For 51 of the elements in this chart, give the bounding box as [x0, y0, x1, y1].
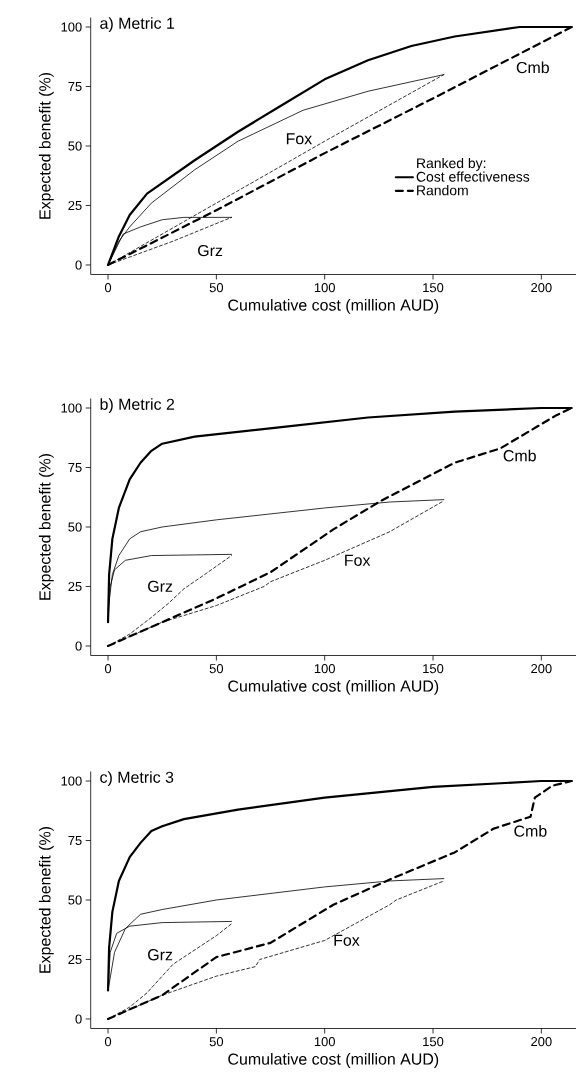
x-tick-label: 50: [209, 1037, 224, 1047]
y-tick-label: 25: [68, 200, 82, 211]
y-tick-label: 50: [68, 895, 82, 905]
x-tick-label: 100: [314, 283, 335, 293]
annotation: Cmb: [514, 825, 547, 837]
annotation: Cmb: [503, 449, 536, 462]
y-tick-label: 75: [68, 462, 82, 473]
y-tick-label: 0: [75, 1014, 82, 1024]
y-tick-label: 50: [68, 522, 82, 532]
annotation: Grz: [148, 580, 173, 593]
y-axis-title: Expected benefit (%): [38, 454, 54, 600]
x-tick-label: 0: [104, 283, 112, 293]
chart-title: a) Metric 1: [100, 17, 175, 33]
x-tick-label: 200: [531, 283, 552, 293]
y-tick-label: 100: [61, 22, 82, 32]
x-tick-label: 150: [423, 1037, 444, 1047]
x-tick-label: 0: [104, 1037, 112, 1047]
x-tick-label: 50: [209, 664, 224, 674]
x-tick-label: 0: [104, 664, 112, 674]
y-tick-label: 25: [68, 954, 82, 965]
chart-title: c) Metric 3: [100, 771, 174, 787]
x-axis-title: Cumulative cost (million AUD): [228, 299, 439, 314]
x-tick-label: 200: [531, 664, 552, 674]
chart-title: b) Metric 2: [100, 398, 175, 414]
x-tick-label: 100: [314, 1037, 335, 1047]
x-tick-label: 150: [423, 283, 444, 293]
legend-label: Cost effectiveness: [416, 171, 530, 182]
x-axis-title: Cumulative cost (million AUD): [228, 680, 439, 695]
y-tick-label: 75: [68, 835, 82, 846]
legend-title: Ranked by:: [417, 157, 486, 171]
y-tick-label: 100: [61, 776, 82, 786]
annotation: Grz: [198, 244, 223, 257]
y-tick-label: 75: [68, 81, 82, 92]
annotation: Cmb: [516, 61, 549, 74]
x-axis-title: Cumulative cost (million AUD): [228, 1053, 439, 1068]
annotation: Fox: [286, 133, 313, 145]
annotation: Fox: [345, 554, 371, 566]
y-tick-label: 25: [68, 581, 82, 592]
y-tick-label: 0: [75, 641, 82, 651]
legend-label: Random: [417, 185, 468, 196]
x-tick-label: 150: [423, 664, 444, 674]
annotation: Fox: [334, 934, 360, 946]
x-tick-label: 200: [531, 1037, 552, 1047]
y-tick-label: 0: [75, 260, 82, 270]
y-tick-label: 100: [61, 403, 82, 413]
x-tick-label: 50: [209, 283, 224, 293]
y-axis-title: Expected benefit (%): [38, 827, 54, 973]
y-axis-title: Expected benefit (%): [38, 73, 54, 219]
x-tick-label: 100: [314, 664, 335, 674]
y-tick-label: 50: [68, 141, 82, 151]
annotation: Grz: [148, 949, 173, 961]
